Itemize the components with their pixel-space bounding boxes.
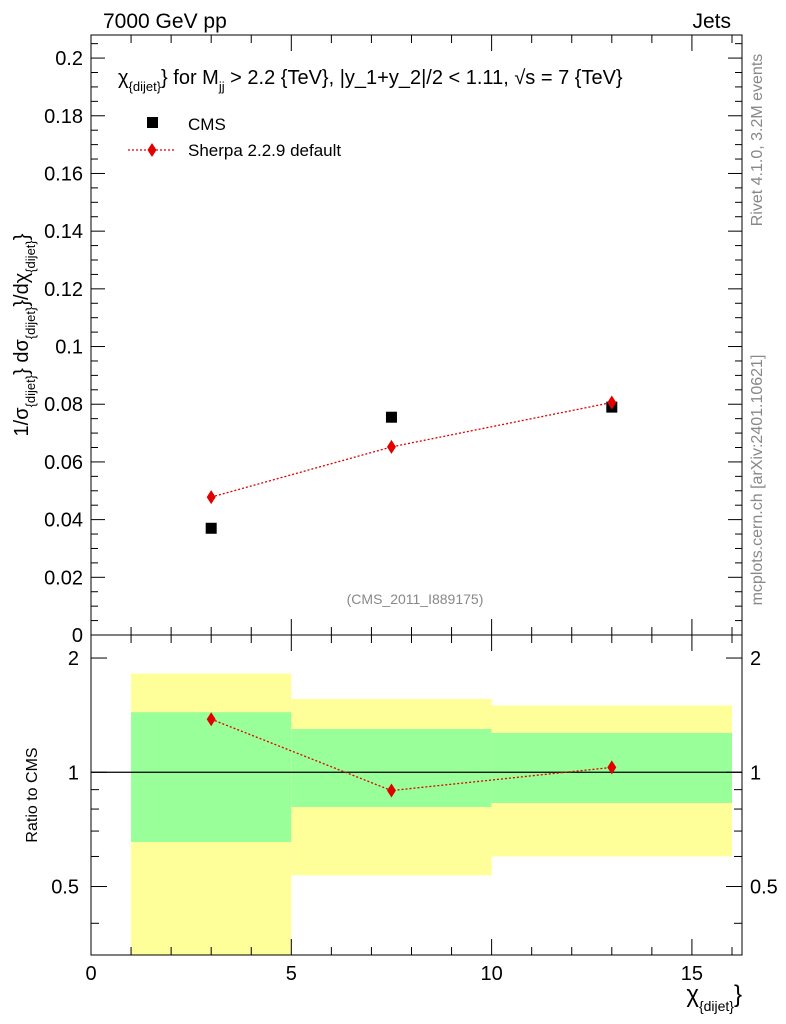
ratio-plot-frame [90, 634, 743, 956]
main-x-ticks [90, 35, 733, 635]
title-energy: = 7 {TeV} [535, 67, 623, 89]
xlabel-end: } [734, 981, 742, 1008]
ratio-y-ticks: 0.5 0.5 1 1 2 2 [51, 648, 778, 924]
ylabel-c: }/dχ [11, 272, 33, 306]
title-chi: χ [118, 67, 129, 89]
main-y-tick-label: 0.14 [44, 221, 83, 243]
ratio-y-tick-label: 0.5 [51, 877, 79, 899]
main-y-tick-label: 0.12 [44, 279, 83, 301]
x-tick-label: 10 [480, 963, 502, 985]
main-y-axis-label: 1/σ{dijet}} dσ{dijet}}/dχ{dijet}} [11, 233, 38, 436]
x-tick-label: 0 [85, 963, 96, 985]
rivet-label: Rivet 4.1.0, 3.2M events [749, 54, 766, 227]
ratio-y-axis-label: Ratio to CMS [24, 747, 41, 842]
ylabel-c-sub: {dijet} [23, 240, 38, 273]
xlabel-main: χ [686, 981, 699, 1008]
ratio-stat-band [131, 712, 292, 843]
x-tick-label: 5 [286, 963, 297, 985]
ylabel-a: 1/σ [11, 407, 33, 437]
xlabel-sub: {dijet} [699, 998, 734, 1014]
main-y-tick-label: 0 [72, 625, 83, 647]
ylabel-b-sub: {dijet} [23, 306, 38, 339]
ratio-y-tick-label-right: 2 [750, 648, 761, 670]
legend-cms-label: CMS [188, 115, 226, 134]
main-y-tick-label: 0.2 [55, 48, 83, 70]
plot-title: χ{dijet}} for Mjj > 2.2 {TeV}, |y_1+y_2|… [118, 67, 623, 94]
sherpa-line [211, 401, 612, 498]
cms-point [385, 411, 397, 423]
ratio-sherpa-point [607, 760, 617, 775]
x-tick-label: 15 [681, 963, 703, 985]
ratio-y-tick-label: 1 [68, 762, 79, 784]
ratio-sherpa-point [206, 712, 216, 727]
ylabel-b: } dσ [11, 339, 33, 375]
sherpa-point [386, 439, 396, 454]
header-left: 7000 GeV pp [103, 10, 227, 33]
ratio-data-marks [91, 712, 742, 798]
title-for-m: } for M [161, 67, 219, 89]
x-axis-label: χ{dijet}} [686, 981, 742, 1014]
main-y-tick-label: 0.1 [55, 337, 83, 359]
ratio-y-tick-label-right: 0.5 [750, 877, 778, 899]
title-jj: jj [218, 79, 225, 94]
main-plot: 00.020.040.060.080.10.120.140.160.180.2 … [11, 34, 743, 647]
legend: CMS Sherpa 2.2.9 default [128, 115, 341, 160]
mcplots-label: mcplots.cern.ch [arXiv:2401.10621] [749, 355, 766, 606]
analysis-id: (CMS_2011_I889175) [347, 591, 484, 607]
legend-sherpa-marker [147, 143, 157, 157]
main-y-tick-label: 0.02 [44, 567, 83, 589]
title-rest: > 2.2 {TeV}, |y_1+y_2|/2 < 1.11, [225, 67, 515, 89]
ratio-y-tick-label: 2 [68, 648, 79, 670]
title-sqrt: √s [514, 67, 535, 89]
main-y-tick-label: 0.04 [44, 510, 83, 532]
main-y-tick-label: 0.18 [44, 106, 83, 128]
ratio-x-ticks: 0 5 10 15 [85, 635, 733, 985]
ratio-sherpa-point [386, 783, 396, 798]
ratio-bands [131, 673, 732, 955]
title-chi-sub: {dijet} [129, 79, 162, 94]
ylabel-a-sub: {dijet} [23, 374, 38, 407]
ratio-plot: 0.5 0.5 1 1 2 2 0 5 10 15 Ratio to CMS χ{dijet}} [24, 634, 778, 1014]
sherpa-point [607, 395, 617, 410]
main-y-tick-label: 0.08 [44, 394, 83, 416]
main-y-ticks: 0 0.02 0.04 0.06 0.08 0.1 0.12 0.14 0.16 0.18 0.2 [44, 43, 742, 647]
legend-sherpa-label: Sherpa 2.2.9 default [188, 141, 341, 160]
main-y-tick-label: 0.16 [44, 163, 83, 185]
sherpa-point [206, 490, 216, 505]
legend-cms-marker [147, 117, 158, 128]
ratio-y-tick-label-right: 1 [750, 762, 761, 784]
ylabel-d: } [11, 233, 33, 240]
header-right: Jets [692, 10, 731, 33]
main-plot-frame [90, 34, 743, 636]
cms-point [205, 522, 217, 534]
main-y-tick-label: 0.06 [44, 452, 83, 474]
main-data-marks [205, 395, 618, 534]
